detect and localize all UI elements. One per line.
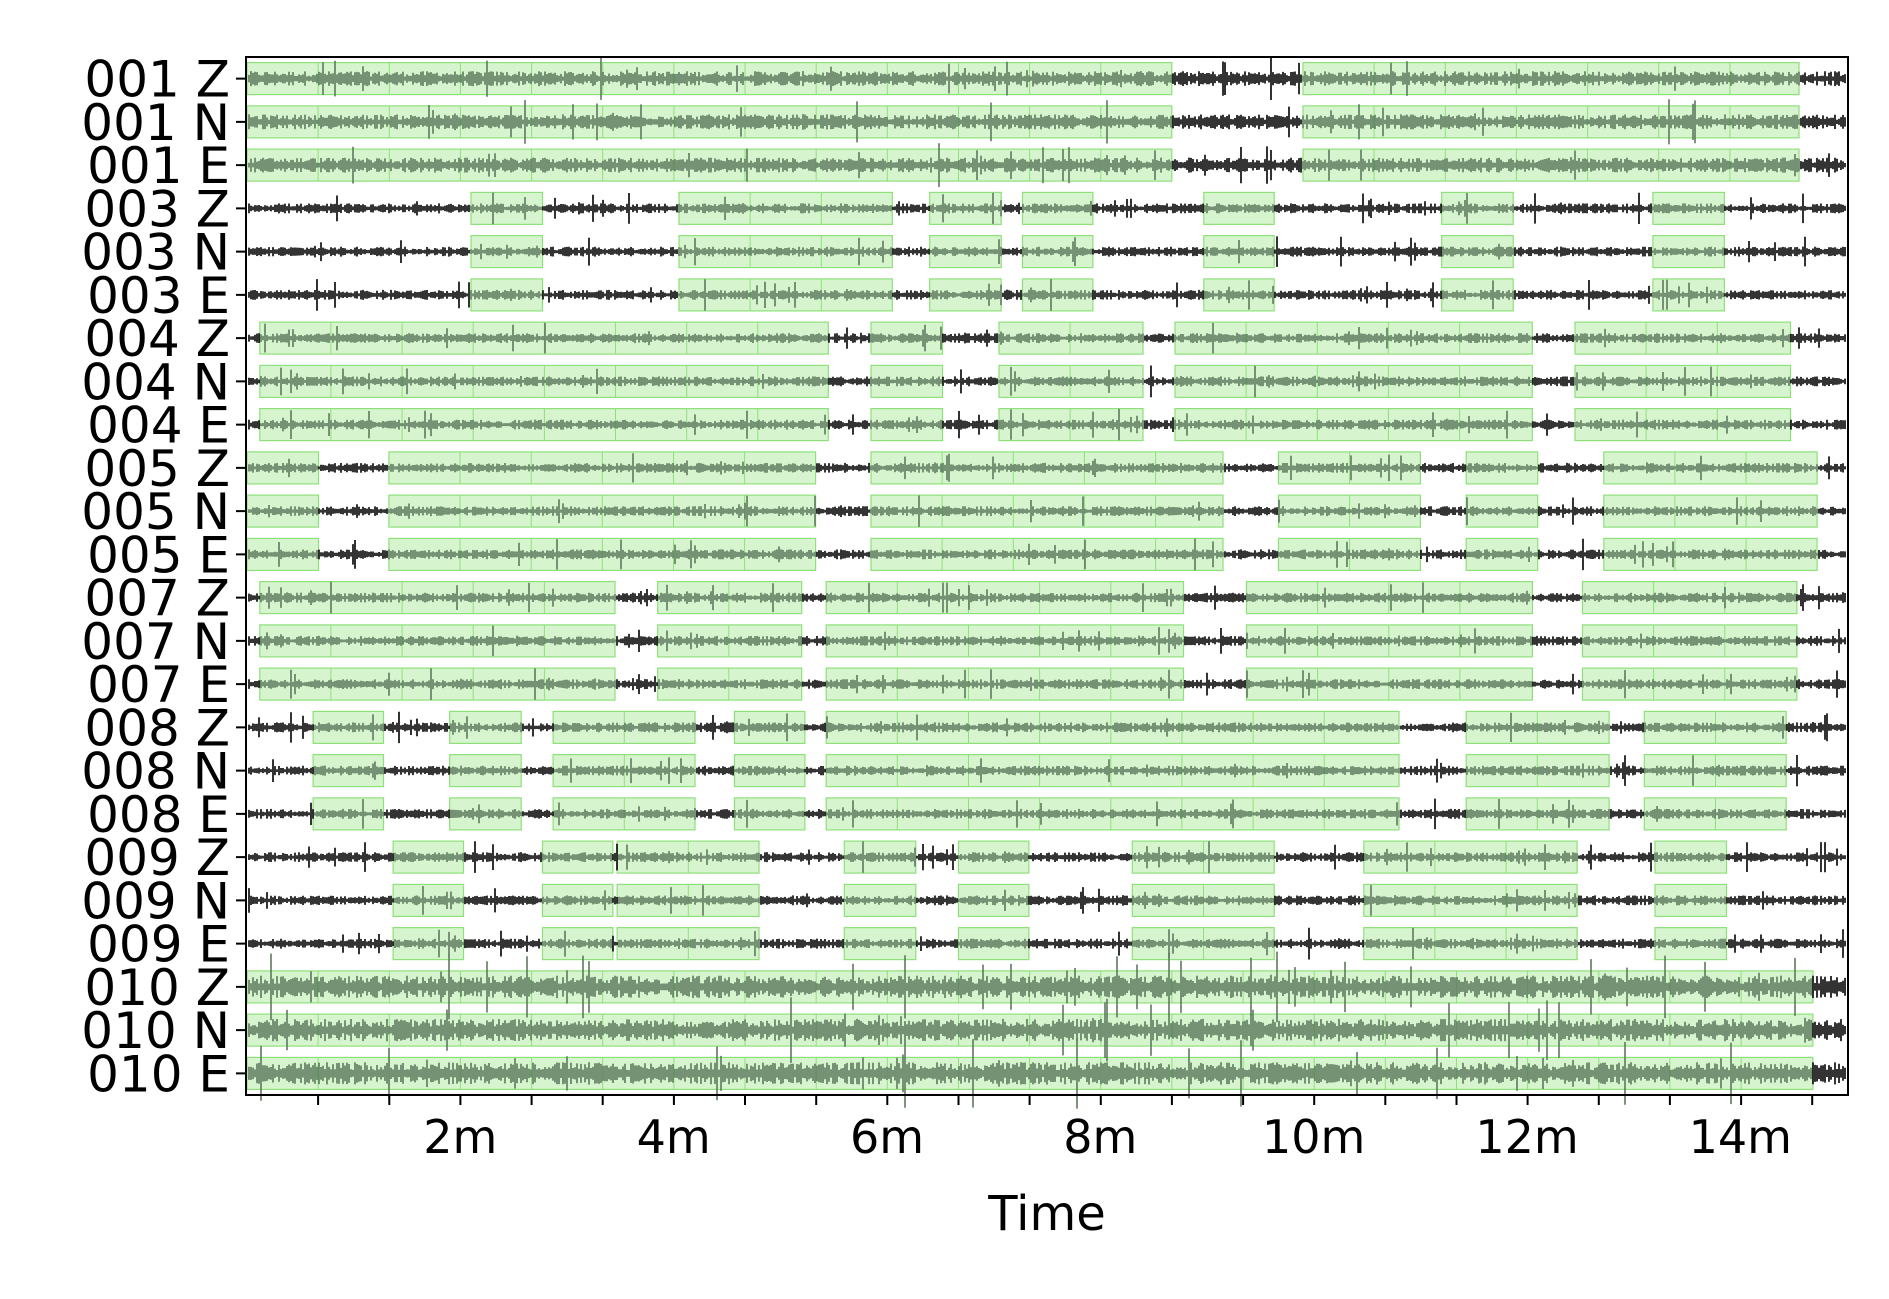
trace-waveform bbox=[248, 236, 1846, 267]
trace-waveform-windowed bbox=[248, 997, 1812, 1063]
x-axis-title: Time bbox=[987, 1186, 1105, 1242]
trace-waveform bbox=[248, 755, 1846, 787]
trace-waveform bbox=[248, 411, 1846, 439]
trace-label: 008 E bbox=[87, 786, 230, 844]
trace-waveform bbox=[1172, 146, 1846, 184]
trace-waveform-windowed bbox=[248, 1038, 1812, 1109]
plot-frame bbox=[245, 56, 1849, 1096]
trace-waveform bbox=[248, 279, 1846, 311]
trace-waveform-windowed bbox=[314, 799, 1786, 829]
x-tick-label: 6m bbox=[850, 1110, 924, 1164]
trace-waveform-windowed bbox=[248, 538, 1818, 571]
trace-waveform-windowed bbox=[470, 192, 1724, 225]
trace-label: 010 N bbox=[81, 1002, 230, 1060]
trace-waveform bbox=[1172, 57, 1846, 100]
trace-label: 005 E bbox=[87, 526, 230, 584]
x-ticks-layer: 2m 4m 6m 8m 10m 12m 14m bbox=[317, 1095, 1814, 1164]
trace-waveform bbox=[248, 327, 1846, 349]
trace-waveform-windowed bbox=[394, 885, 1726, 916]
trace-waveform bbox=[1812, 1019, 1846, 1042]
trace-label: 008 Z bbox=[84, 699, 230, 757]
trace-label: 007 Z bbox=[84, 570, 230, 628]
trace-waveform bbox=[248, 584, 1846, 611]
trace-label: 001 E bbox=[87, 137, 230, 195]
trace-label: 001 Z bbox=[84, 51, 230, 109]
trace-label: 007 E bbox=[87, 656, 230, 714]
trace-waveform bbox=[248, 628, 1846, 654]
trace-waveform-windowed bbox=[314, 712, 1786, 742]
trace-label: 007 N bbox=[81, 613, 230, 671]
trace-label: 004 N bbox=[81, 353, 230, 411]
trace-waveform-windowed bbox=[260, 322, 1790, 354]
trace-waveform-windowed bbox=[394, 927, 1726, 960]
trace-waveform bbox=[248, 670, 1846, 698]
x-tick-label: 8m bbox=[1063, 1110, 1137, 1164]
trace-waveform-windowed bbox=[248, 951, 1812, 1023]
trace-waveform-windowed bbox=[260, 365, 1790, 398]
trace-waveform bbox=[248, 927, 1846, 960]
trace-label: 009 Z bbox=[84, 829, 230, 887]
x-tick-label: 14m bbox=[1689, 1110, 1792, 1164]
trace-waveform-windowed bbox=[248, 495, 1818, 527]
traces-layer bbox=[248, 57, 1846, 1109]
trace-waveform bbox=[318, 456, 1846, 480]
trace-label: 004 E bbox=[87, 397, 230, 455]
trace-waveform-windowed bbox=[260, 625, 1796, 657]
trace-waveform-windowed bbox=[260, 668, 1796, 700]
trace-label: 005 Z bbox=[84, 440, 230, 498]
trace-waveform bbox=[248, 798, 1846, 830]
trace-waveform-windowed bbox=[260, 581, 1796, 614]
trace-waveform bbox=[318, 538, 1846, 571]
x-tick-label: 4m bbox=[637, 1110, 711, 1164]
trace-waveform bbox=[248, 192, 1846, 224]
window-boxes-layer bbox=[246, 61, 1818, 1091]
trace-label: 008 N bbox=[81, 743, 230, 801]
trace-label: 004 Z bbox=[84, 310, 230, 368]
trace-waveform bbox=[248, 841, 1846, 873]
x-tick-label: 12m bbox=[1475, 1110, 1578, 1164]
trace-label: 010 E bbox=[87, 1045, 230, 1103]
trace-waveform bbox=[1172, 106, 1846, 138]
x-tick-label: 10m bbox=[1262, 1110, 1365, 1164]
trace-label: 009 E bbox=[87, 916, 230, 974]
trace-label: 010 Z bbox=[84, 959, 230, 1017]
trace-waveform-windowed bbox=[394, 841, 1726, 873]
trace-waveform bbox=[248, 887, 1846, 914]
trace-label: 005 N bbox=[81, 483, 230, 541]
trace-waveform bbox=[1812, 975, 1846, 998]
trace-waveform-windowed bbox=[248, 143, 1800, 187]
trace-label: 001 N bbox=[81, 94, 230, 152]
trace-label: 003 Z bbox=[84, 180, 230, 238]
trace-waveform-windowed bbox=[248, 99, 1800, 145]
x-tick-label: 2m bbox=[423, 1110, 497, 1164]
trace-waveform bbox=[248, 711, 1846, 744]
trace-waveform-windowed bbox=[470, 279, 1724, 311]
trace-label: 003 N bbox=[81, 224, 230, 282]
trace-waveform-windowed bbox=[248, 453, 1818, 483]
trace-waveform bbox=[1812, 1062, 1846, 1085]
trace-waveform bbox=[318, 497, 1846, 525]
trace-waveform-windowed bbox=[470, 237, 1724, 266]
trace-waveform-windowed bbox=[260, 408, 1790, 441]
trace-label: 003 E bbox=[87, 267, 230, 325]
trace-label: 009 N bbox=[81, 872, 230, 930]
trace-waveform-windowed bbox=[314, 755, 1786, 786]
trace-waveform-windowed bbox=[248, 57, 1800, 100]
trace-waveform bbox=[248, 365, 1846, 398]
